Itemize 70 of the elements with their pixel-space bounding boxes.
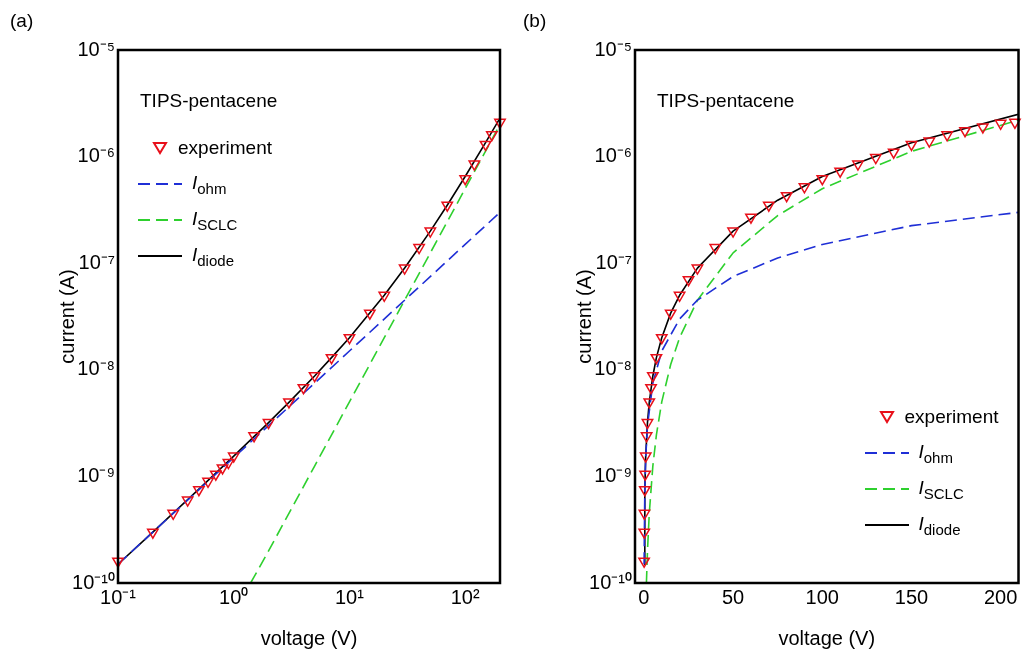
legend-label: I$_{ohm}$ [918,440,953,466]
point [834,167,847,178]
point [638,509,651,521]
x-tick-label: 150 [894,585,929,608]
y-tick-label: 10⁻⁶ [594,144,632,167]
x-axis-title: voltage (V) [260,626,358,649]
point [709,243,722,255]
y-axis-title: current (A) [55,269,78,364]
x-tick-label: 0 [638,585,650,608]
legend-label: experiment [178,137,272,159]
y-tick-label: 10⁻⁹ [594,463,632,486]
y-tick-label: 10⁻⁶ [77,144,115,167]
point [959,126,971,138]
chart-title: (b) [523,10,547,32]
point [852,160,864,171]
legend-label: I$_{SCLC}$ [918,476,964,502]
annotation: TIPS-pentacene [140,89,278,111]
point [639,470,652,481]
legend-label: I$_{ohm}$ [192,171,227,197]
point [682,275,695,287]
point [816,174,829,186]
legend-label: I$_{diode}$ [918,512,961,538]
point [780,191,793,203]
point [673,291,686,303]
y-tick-label: 10⁻⁸ [594,357,632,380]
y-tick-label: 10⁻⁷ [595,250,632,273]
point [976,123,989,134]
point [1008,118,1021,129]
y-tick-label: 10⁻¹⁰ [589,570,632,593]
point [664,309,677,320]
point [923,137,936,148]
x-axis-title: voltage (V) [778,626,876,649]
point [994,119,1007,131]
point [941,131,954,142]
y-tick-label: 10⁻⁵ [594,37,632,60]
point [887,148,900,159]
point [646,371,659,383]
chart-title: (a) [10,10,34,32]
x-tick-label: 10² [450,585,480,608]
point [869,153,882,165]
point [905,140,918,152]
point [762,201,775,212]
point [638,557,651,568]
y-tick-label: 10⁻⁵ [77,37,115,60]
annotation: TIPS-pentacene [657,89,795,111]
x-tick-label: 50 [721,585,745,608]
y-axis-title: current (A) [572,269,595,364]
point [727,227,740,238]
x-tick-label: 100 [805,585,839,608]
y-tick-label: 10⁻⁹ [77,463,115,486]
x-tick-label: 10¹ [334,585,365,608]
y-tick-label: 10⁻⁸ [77,357,115,380]
legend-label: I$_{diode}$ [192,243,234,269]
point [650,353,663,365]
point [645,383,657,395]
point [641,418,654,430]
point [638,485,651,497]
point [691,264,704,275]
point [655,333,668,345]
y-tick-label: 10⁻⁷ [78,250,115,273]
point [640,432,653,443]
point [643,398,656,409]
point [639,452,652,463]
legend-label: I$_{SCLC}$ [192,207,238,233]
x-tick-label: 10⁰ [219,585,249,608]
point [745,213,757,224]
point [798,183,811,194]
x-tick-label: 200 [983,585,1018,608]
point [638,528,651,539]
legend-label: experiment [904,406,999,428]
